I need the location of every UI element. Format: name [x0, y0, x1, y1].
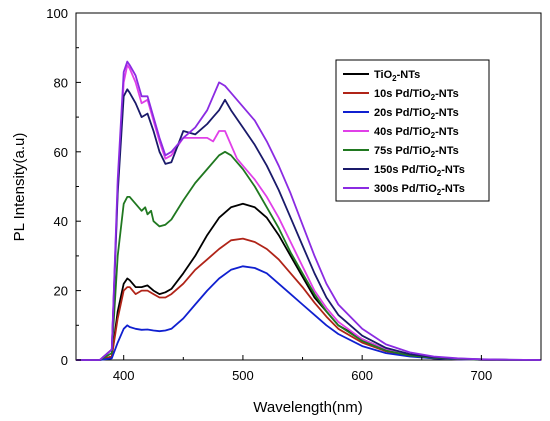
- x-tick-label-1: 500: [232, 368, 254, 383]
- y-axis-ticks: 0 20 40 60 80 100: [46, 6, 81, 368]
- series-layer: [76, 60, 542, 361]
- legend-label-2: 20s Pd/TiO2-NTs: [374, 107, 459, 121]
- x-axis-ticks: 400 500 600 700: [113, 355, 542, 383]
- y-tick-label-0: 0: [61, 353, 68, 368]
- legend-label-1: 10s Pd/TiO2-NTs: [374, 88, 459, 102]
- series-line-3: [76, 64, 541, 361]
- series-line-5: [76, 88, 542, 361]
- y-axis-title: PL Intensity(a.u): [11, 133, 28, 242]
- legend-label-6: 300s Pd/TiO2-NTs: [374, 183, 465, 197]
- legend: TiO2-NTs 10s Pd/TiO2-NTs 20s Pd/TiO2-NTs 40…: [335, 59, 490, 202]
- y-tick-label-5: 100: [46, 6, 68, 21]
- y-tick-label-1: 20: [54, 284, 68, 299]
- x-tick-label-0: 400: [113, 368, 135, 383]
- x-tick-label-2: 600: [351, 368, 373, 383]
- y-tick-label-3: 60: [54, 145, 68, 160]
- legend-label-3: 40s Pd/TiO2-NTs: [374, 126, 459, 140]
- legend-label-5: 150s Pd/TiO2-NTs: [374, 164, 465, 178]
- legend-label-0: TiO2-NTs: [374, 69, 420, 83]
- legend-label-4: 75s Pd/TiO2-NTs: [374, 145, 459, 159]
- y-tick-label-4: 80: [54, 75, 68, 90]
- series-line-6: [76, 60, 542, 361]
- x-axis-title: Wavelength(nm): [253, 399, 362, 416]
- x-tick-label-3: 700: [471, 368, 493, 383]
- y-tick-label-2: 40: [54, 214, 68, 229]
- series-line-2: [76, 265, 541, 361]
- series-line-4: [76, 150, 541, 361]
